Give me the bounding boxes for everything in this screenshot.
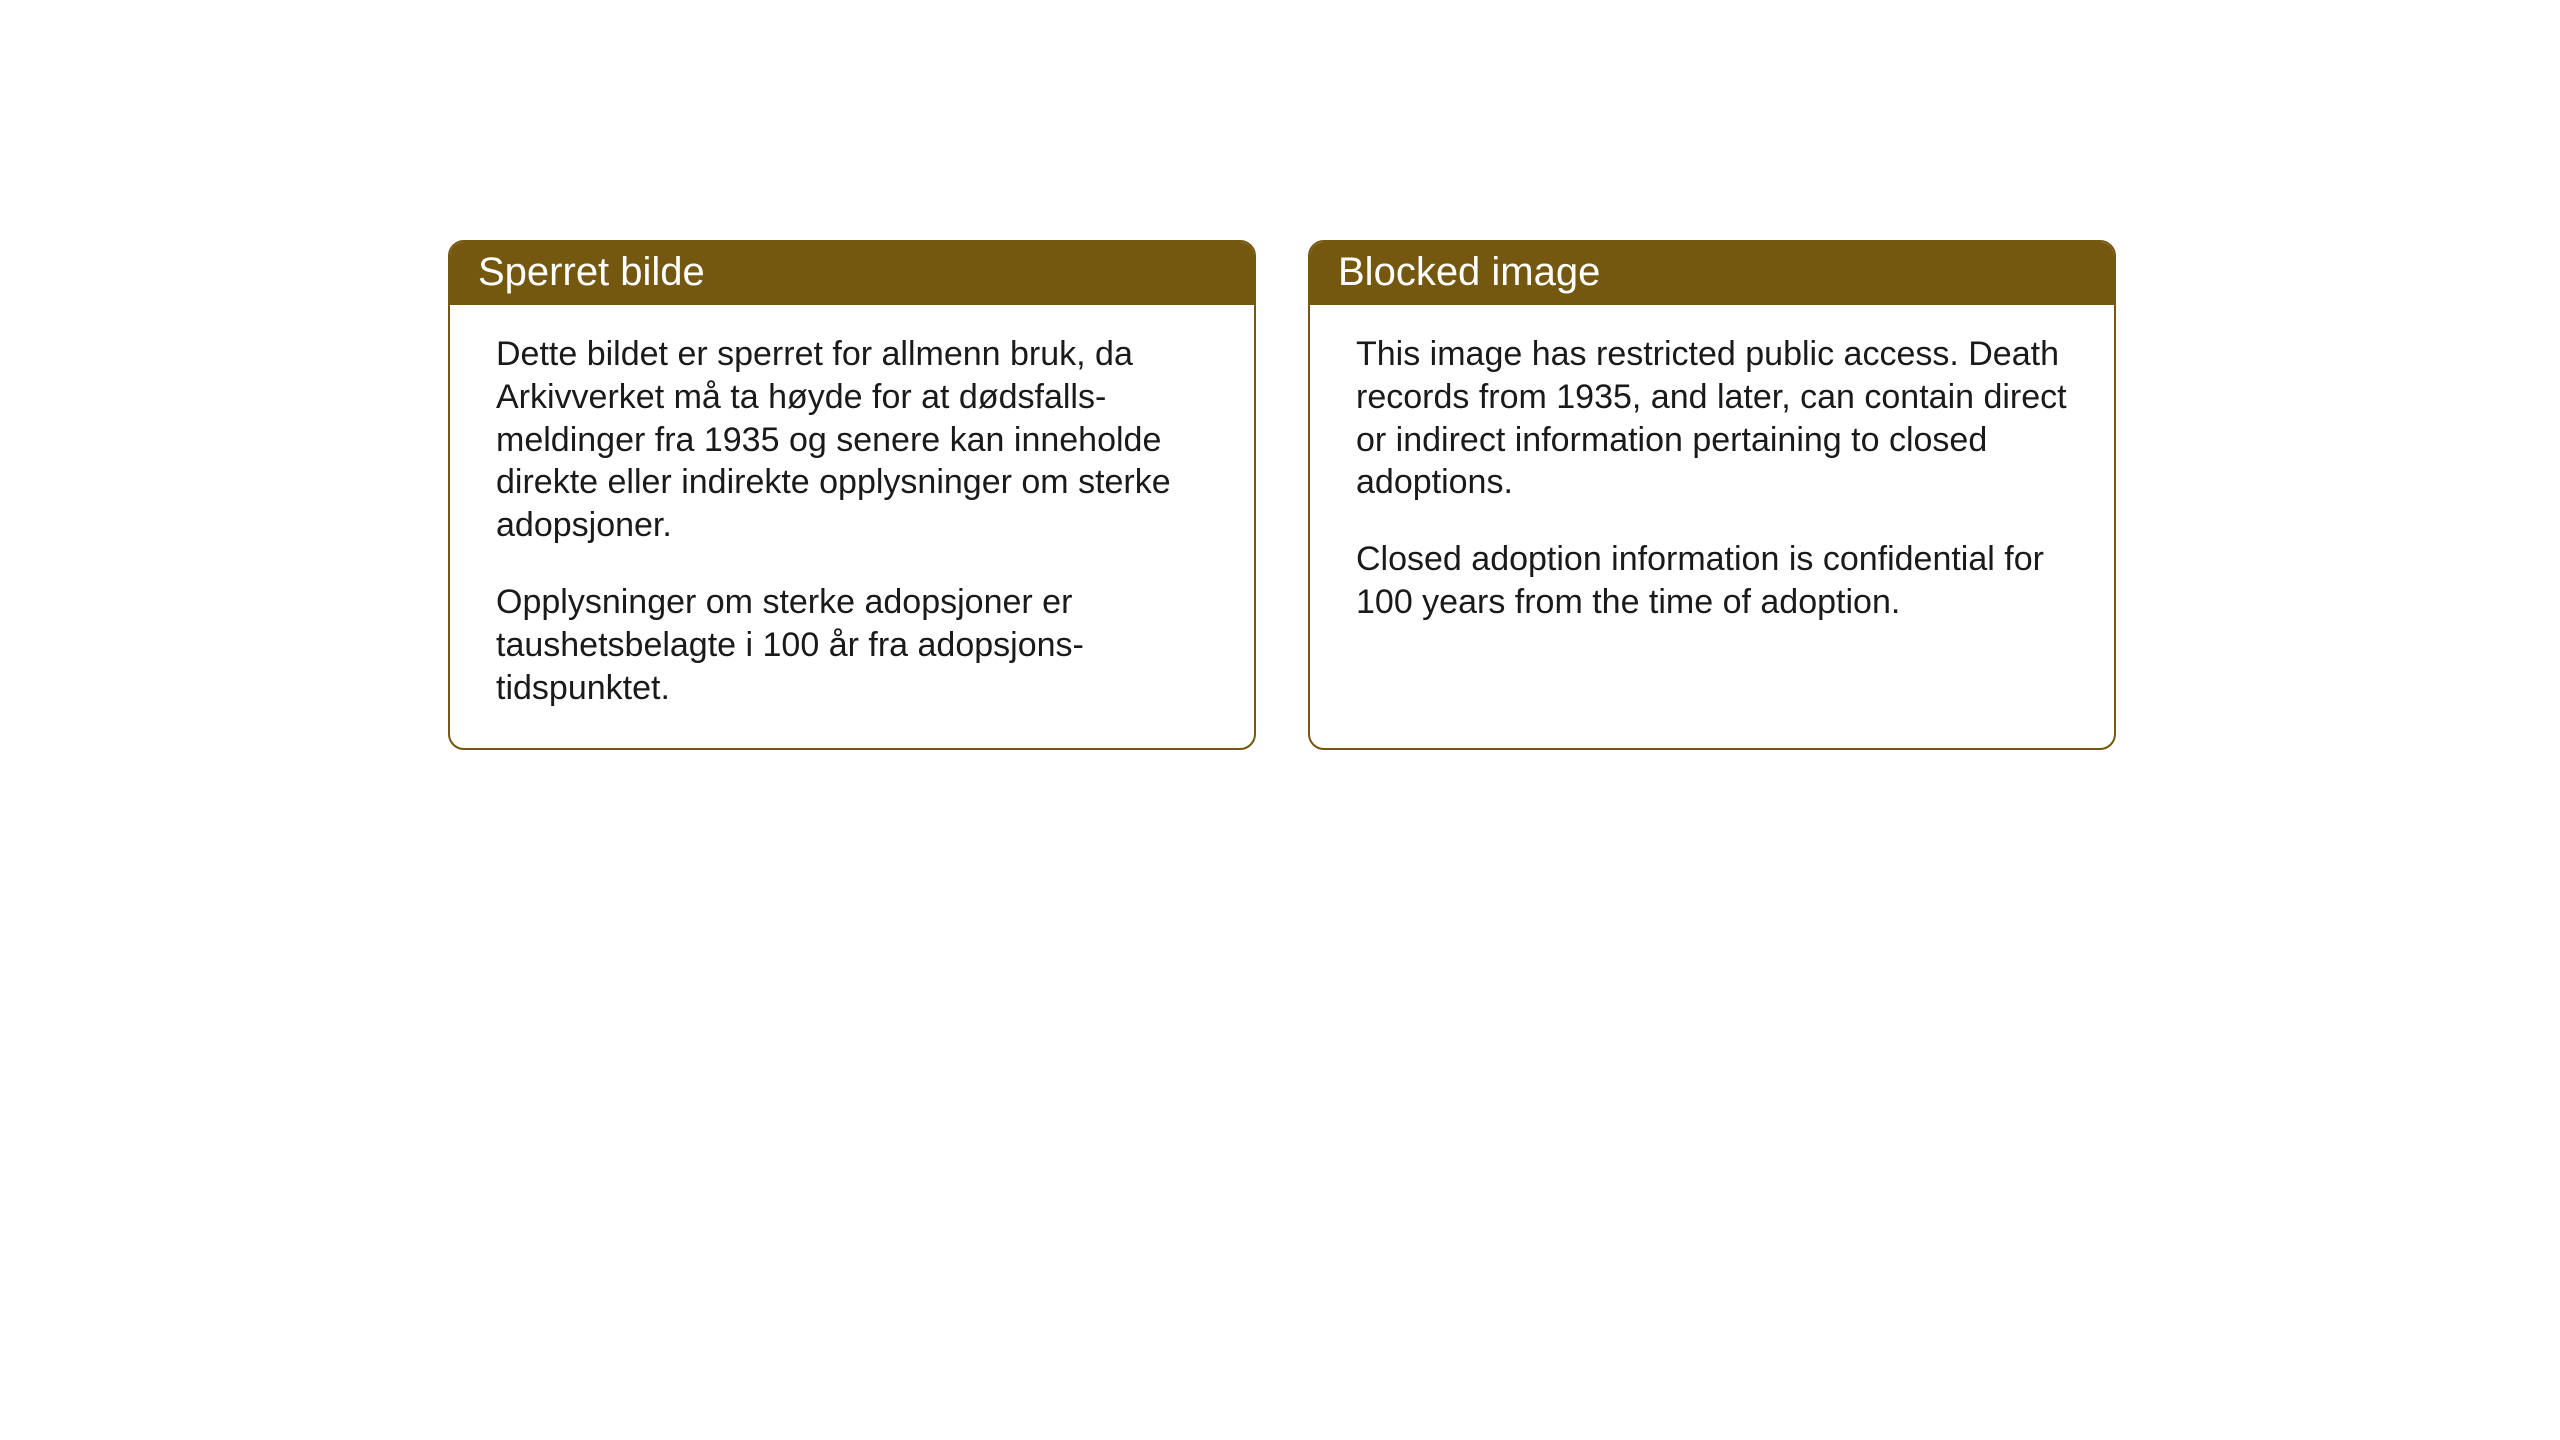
card-english-body: This image has restricted public access.…: [1310, 305, 2114, 660]
card-norwegian-header: Sperret bilde: [450, 242, 1254, 305]
card-norwegian-body: Dette bildet er sperret for allmenn bruk…: [450, 305, 1254, 746]
card-english-paragraph-1: This image has restricted public access.…: [1356, 333, 2068, 504]
card-norwegian: Sperret bilde Dette bildet er sperret fo…: [448, 240, 1256, 750]
card-english-paragraph-2: Closed adoption information is confident…: [1356, 538, 2068, 624]
card-norwegian-paragraph-1: Dette bildet er sperret for allmenn bruk…: [496, 333, 1208, 547]
cards-container: Sperret bilde Dette bildet er sperret fo…: [448, 240, 2116, 750]
card-norwegian-paragraph-2: Opplysninger om sterke adopsjoner er tau…: [496, 581, 1208, 709]
card-english: Blocked image This image has restricted …: [1308, 240, 2116, 750]
card-english-header: Blocked image: [1310, 242, 2114, 305]
